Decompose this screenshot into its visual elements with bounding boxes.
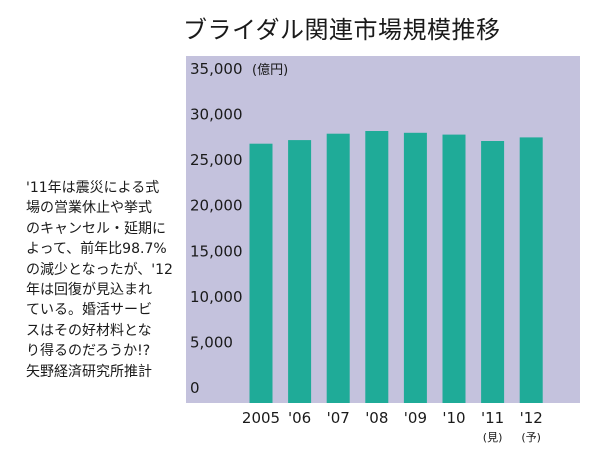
note-line: 年は回復が見込まれ xyxy=(26,282,152,299)
annotation-note: '11年は震災による式 場の営業休止や挙式 のキャンセル・延期に よって、前年比… xyxy=(26,178,191,382)
note-line: のキャンセル・延期に xyxy=(26,220,166,237)
y-tick-label: 20,000 xyxy=(190,197,243,215)
note-line: 場の営業休止や挙式 xyxy=(26,200,152,217)
bar xyxy=(519,137,543,403)
x-tick-label: '11 xyxy=(481,409,504,427)
y-tick-label: 30,000 xyxy=(190,106,243,124)
bar xyxy=(365,131,389,403)
note-line: り得るのだろうか!? xyxy=(26,343,151,360)
x-tick-note: (見) xyxy=(483,431,503,444)
chart-title: ブライダル関連市場規模推移 xyxy=(183,16,501,44)
x-tick-label: 2005 xyxy=(242,409,280,427)
bar xyxy=(403,132,427,404)
source-credit: 矢野経済研究所推計 xyxy=(26,363,152,380)
y-tick-label: 0 xyxy=(190,379,200,397)
x-tick-label: '09 xyxy=(404,409,427,427)
y-tick-label: 10,000 xyxy=(190,288,243,306)
note-line: の減少となったが、'12 xyxy=(26,261,173,278)
bar xyxy=(326,133,350,403)
bar xyxy=(249,143,273,403)
note-line: よって、前年比98.7% xyxy=(26,241,167,258)
x-tick-label: '07 xyxy=(327,409,350,427)
note-line: ている。婚活サービ xyxy=(26,302,152,319)
x-tick-label: '08 xyxy=(365,409,388,427)
y-tick-label: 5,000 xyxy=(190,333,233,351)
x-tick-label: '10 xyxy=(442,409,465,427)
bar xyxy=(442,134,466,403)
y-tick-label: 25,000 xyxy=(190,151,243,169)
y-tick-label: 15,000 xyxy=(190,242,243,260)
x-tick-note: (予) xyxy=(521,431,541,444)
y-unit-label: (億円) xyxy=(252,62,288,78)
note-line: スはその好材料とな xyxy=(26,322,152,339)
note-line: '11年は震災による式 xyxy=(26,180,160,196)
bar xyxy=(481,141,505,403)
x-tick-label: '06 xyxy=(288,409,311,427)
bar xyxy=(288,140,312,403)
x-tick-label: '12 xyxy=(520,409,543,427)
y-tick-label: 35,000 xyxy=(190,60,243,78)
